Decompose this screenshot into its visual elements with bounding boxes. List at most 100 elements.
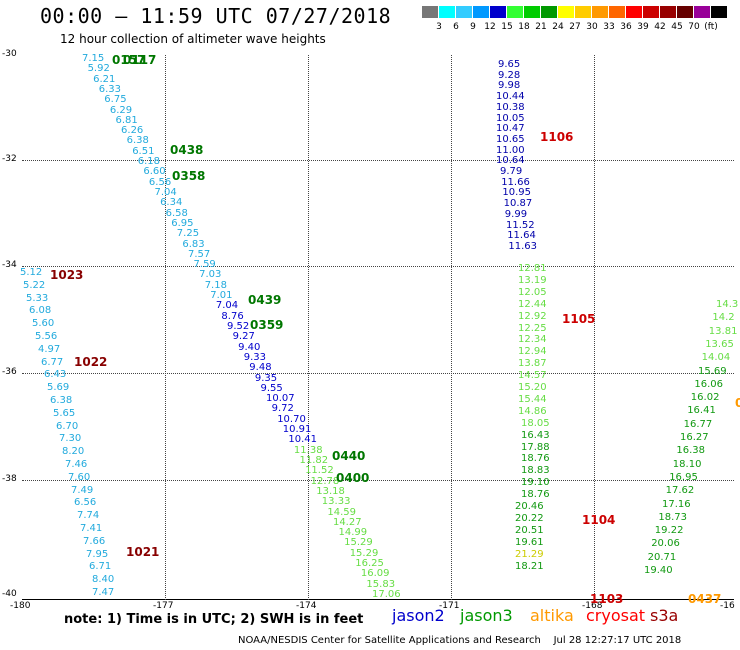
west-track-value: 6.71: [89, 561, 112, 573]
jason3-value: 13.87: [518, 358, 547, 370]
diag-track-value: 6.95: [171, 217, 194, 229]
diag-track-value: 16.25: [355, 558, 384, 570]
jason3-value: 21.29: [515, 548, 544, 560]
pass-time-label: 0440: [332, 449, 366, 463]
right-track-value: 16.38: [676, 445, 706, 457]
colorbar-swatch: [524, 6, 541, 18]
diag-track-value: 7.18: [204, 279, 227, 291]
map-frame: [22, 55, 734, 600]
jason3-value: 19.10: [521, 477, 550, 489]
diag-track-value: 15.29: [344, 537, 373, 549]
legend-cryosat: cryosat: [586, 606, 646, 625]
x-tick-label: -180: [10, 601, 31, 611]
colorbar-swatch: [507, 6, 524, 18]
right-track-value: 16.02: [690, 392, 720, 404]
jason3-value: 18.05: [521, 417, 550, 429]
jason3-value: 12.05: [518, 286, 547, 298]
diag-track-value: 11.52: [305, 465, 334, 477]
west-track-value: 7.49: [71, 484, 94, 496]
legend-jason2: jason2: [392, 606, 445, 625]
west-track-value: 7.30: [59, 433, 82, 445]
diag-track-value: 13.18: [316, 485, 345, 497]
diag-track-value: 7.04: [215, 300, 239, 312]
diag-track-value: 9.27: [232, 331, 255, 343]
diag-track-value: 6.33: [98, 83, 121, 95]
jason2-value: 10.05: [496, 112, 525, 124]
diag-track-value: 7.15: [82, 53, 105, 64]
jason3-value: 12.25: [518, 322, 547, 334]
jason2-value: 9.98: [498, 80, 521, 92]
grid-line-v: [451, 55, 452, 600]
pass-time-label: 0438: [170, 143, 204, 157]
pass-time-label: 0400: [336, 471, 370, 485]
jason2-value: 10.65: [496, 133, 525, 145]
y-tick-label: -38: [2, 474, 17, 484]
west-track-value: 8.20: [62, 446, 85, 458]
diag-track-value: 15.83: [366, 578, 396, 590]
y-tick-label: -40: [2, 589, 17, 599]
west-track-value: 7.46: [65, 459, 88, 470]
jason3-value: 12.94: [518, 346, 547, 358]
right-track-value: 17.62: [665, 485, 695, 497]
jason2-value: 10.95: [502, 187, 532, 199]
colorbar-label: (ft): [704, 22, 718, 32]
diag-track-value: 6.81: [115, 114, 138, 126]
colorbar-label: 21: [535, 22, 547, 32]
colorbar-swatch: [575, 6, 592, 18]
jason2-value: 9.28: [498, 69, 521, 81]
colorbar-label: 6: [453, 22, 459, 32]
jason3-value: 20.22: [515, 512, 544, 524]
diag-track-value: 6.21: [93, 73, 116, 85]
colorbar-swatch: [422, 6, 439, 18]
pass-time-label: 0358: [172, 169, 206, 183]
diag-track-value: 6.34: [160, 197, 183, 209]
west-track-value: 5.12: [20, 267, 43, 278]
jason3-value: 12.81: [518, 263, 547, 274]
diag-track-value: 10.70: [277, 413, 306, 425]
right-track-value: 14.3: [716, 299, 739, 310]
colorbar-swatch: [473, 6, 490, 18]
pass-time-label: 1021: [126, 545, 160, 559]
legend-jason3: jason3: [460, 606, 513, 625]
jason3-value: 16.43: [521, 429, 550, 441]
grid-line-h: [22, 373, 734, 374]
jason3-value: 18.83: [521, 465, 550, 477]
diag-track-value: 9.40: [238, 341, 261, 353]
colorbar-swatch: [643, 6, 660, 18]
diag-track-value: 7.03: [199, 269, 222, 281]
jason2-value: 9.65: [498, 59, 521, 70]
jason3-value: 20.46: [515, 501, 544, 512]
diag-track-value: 7.04: [154, 187, 177, 198]
colorbar: [422, 6, 728, 18]
colorbar-swatch: [456, 6, 473, 18]
jason3-value: 18.21: [515, 560, 544, 572]
jason2-value: 11.64: [507, 230, 536, 242]
right-track-value: 13.65: [705, 338, 734, 350]
colorbar-label: 15: [501, 22, 513, 32]
jason2-value: 11.66: [501, 176, 530, 188]
y-tick-label: -34: [2, 260, 17, 270]
colorbar-swatch: [711, 6, 728, 18]
colorbar-label: 36: [620, 22, 632, 32]
diag-track-value: 14.99: [338, 527, 368, 539]
jason2-value: 10.87: [503, 198, 533, 210]
west-track-value: 6.70: [56, 420, 79, 432]
diag-track-value: 7.01: [210, 290, 233, 302]
jason3-value: 20.51: [515, 524, 544, 536]
jason3-value: 14.57: [518, 370, 547, 382]
diag-track-value: 10.07: [266, 393, 295, 405]
jason3-value: 17.88: [521, 441, 550, 453]
diag-track-value: 6.60: [143, 166, 166, 178]
west-track-value: 6.43: [44, 369, 67, 381]
right-track-value: 19.40: [644, 565, 673, 576]
west-track-value: 7.95: [86, 548, 109, 560]
map-title: 00:00 – 11:59 UTC 07/27/2018: [40, 4, 392, 28]
right-track-value: 14.04: [701, 352, 731, 364]
pass-time-label: 1022: [74, 355, 108, 369]
grid-line-h: [22, 480, 734, 481]
west-track-value: 5.56: [35, 331, 58, 342]
colorbar-swatch: [677, 6, 694, 18]
right-track-value: 17.16: [662, 498, 691, 510]
jason2-value: 10.44: [496, 91, 525, 103]
jason3-value: 12.44: [518, 298, 547, 310]
